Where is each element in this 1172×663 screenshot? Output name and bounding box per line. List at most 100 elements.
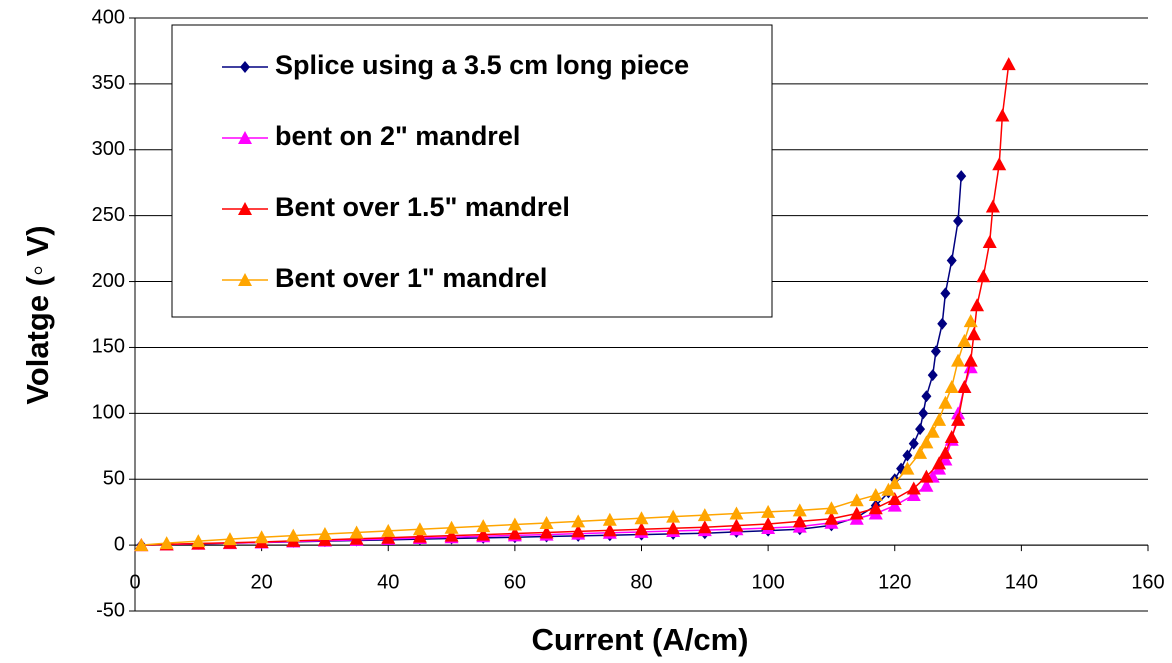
y-axis-label: Volatge (◦ V): [20, 225, 55, 404]
legend-label: Bent over 1" mandrel: [275, 263, 547, 293]
marker: [697, 508, 712, 522]
marker: [946, 254, 957, 267]
marker: [908, 437, 919, 450]
x-tick-label: 140: [1005, 571, 1038, 593]
marker: [571, 524, 586, 538]
x-tick-label: 0: [129, 571, 140, 593]
marker: [602, 512, 617, 526]
marker: [913, 445, 928, 459]
marker: [932, 456, 947, 470]
marker: [666, 521, 681, 535]
marker: [697, 520, 712, 534]
marker: [982, 235, 997, 249]
marker: [900, 461, 915, 475]
marker: [957, 333, 972, 347]
legend-marker: [238, 273, 252, 286]
marker: [159, 536, 174, 550]
marker: [317, 527, 332, 541]
marker: [963, 360, 978, 374]
marker: [995, 108, 1010, 122]
marker: [381, 530, 396, 544]
y-tick-label: 150: [92, 336, 125, 358]
marker: [254, 530, 269, 544]
marker: [476, 519, 491, 533]
legend-label: Bent over 1.5" mandrel: [275, 192, 570, 222]
marker: [963, 353, 978, 367]
marker: [729, 506, 744, 520]
x-tick-label: 20: [251, 571, 273, 593]
marker: [970, 298, 985, 312]
marker: [571, 514, 586, 528]
marker: [951, 412, 966, 426]
x-tick-label: 100: [751, 571, 784, 593]
marker: [927, 369, 938, 382]
x-tick-label: 60: [504, 571, 526, 593]
marker: [966, 327, 981, 341]
marker: [921, 390, 932, 403]
marker: [134, 538, 149, 552]
y-tick-label: 200: [92, 270, 125, 292]
x-axis-label: Current (A/cm): [531, 622, 748, 657]
marker: [906, 488, 921, 502]
marker: [792, 514, 807, 528]
marker: [992, 157, 1007, 171]
marker: [539, 525, 554, 539]
marker: [887, 476, 902, 490]
marker: [412, 529, 427, 543]
marker: [956, 170, 967, 183]
marker: [761, 504, 776, 518]
marker: [925, 424, 940, 438]
marker: [906, 481, 921, 495]
marker: [849, 493, 864, 507]
marker: [507, 526, 522, 540]
marker: [634, 511, 649, 525]
y-tick-label: 0: [114, 533, 125, 555]
marker: [932, 412, 947, 426]
marker: [602, 523, 617, 537]
marker: [824, 501, 839, 515]
y-tick-label: 300: [92, 138, 125, 160]
marker: [881, 482, 896, 496]
marker: [476, 527, 491, 541]
marker: [1001, 57, 1016, 71]
marker: [918, 407, 929, 420]
x-tick-label: 40: [377, 571, 399, 593]
y-tick-label: 100: [92, 402, 125, 424]
marker: [940, 287, 951, 300]
marker: [938, 445, 953, 459]
marker: [951, 353, 966, 367]
marker: [381, 523, 396, 537]
marker: [976, 269, 991, 283]
marker: [507, 517, 522, 531]
marker: [222, 532, 237, 546]
marker: [286, 528, 301, 542]
y-tick-label: -50: [96, 599, 125, 621]
y-tick-label: 350: [92, 72, 125, 94]
marker: [729, 518, 744, 532]
marker: [634, 522, 649, 536]
marker: [938, 395, 953, 409]
y-tick-label: 250: [92, 204, 125, 226]
y-tick-label: 400: [92, 6, 125, 28]
marker: [539, 515, 554, 529]
marker: [957, 379, 972, 393]
legend-label: bent on 2" mandrel: [275, 121, 520, 151]
legend-label: Splice using a 3.5 cm long piece: [275, 50, 689, 80]
marker: [915, 423, 926, 436]
series-line: [141, 320, 972, 546]
marker: [919, 478, 934, 492]
legend-marker: [240, 61, 250, 73]
marker: [937, 317, 948, 330]
marker: [444, 520, 459, 534]
marker: [868, 488, 883, 502]
marker: [824, 511, 839, 525]
marker: [191, 534, 206, 548]
marker: [919, 435, 934, 449]
y-tick-label: 50: [103, 468, 125, 490]
marker: [349, 525, 364, 539]
legend: [171, 24, 773, 318]
marker: [985, 199, 1000, 213]
marker: [944, 430, 959, 444]
marker: [919, 469, 934, 483]
x-tick-label: 120: [878, 571, 911, 593]
